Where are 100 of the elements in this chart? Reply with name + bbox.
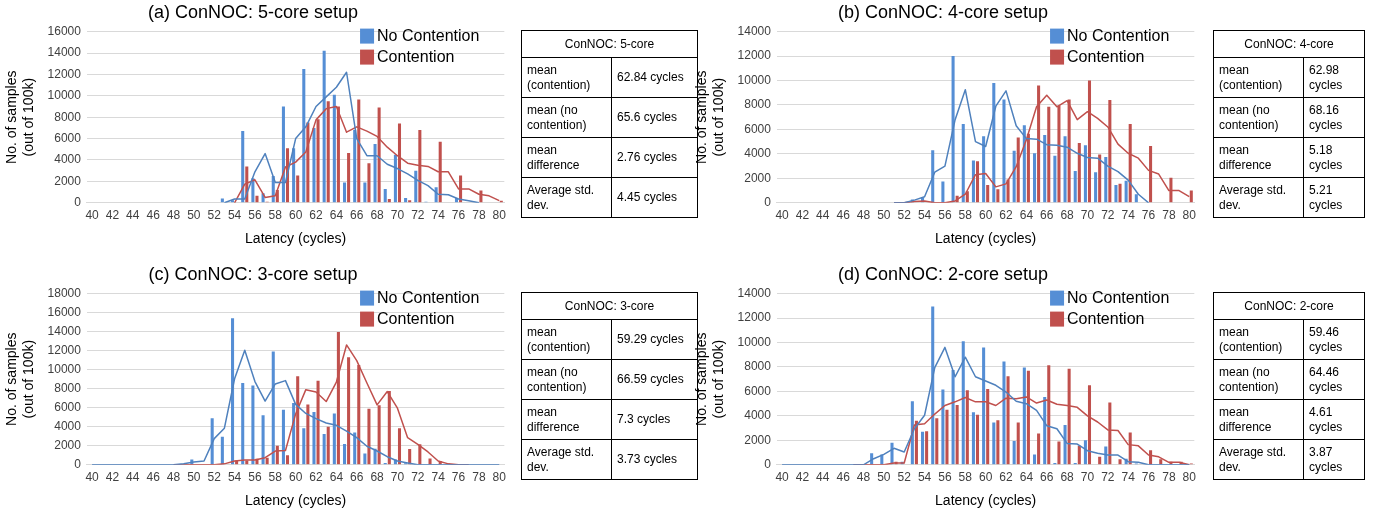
x-tick-label: 74: [1121, 470, 1136, 485]
y-tick-label: 0: [74, 195, 82, 210]
legend-label: Contention: [377, 48, 455, 66]
x-tick-label: 44: [816, 470, 830, 485]
x-tick-label: 52: [897, 208, 912, 223]
x-tick-label: 44: [126, 470, 140, 485]
chart-title: (a) ConNOC: 5-core setup: [147, 1, 359, 22]
y-tick-label: 12000: [47, 66, 82, 81]
x-tick-label: 72: [1101, 208, 1115, 223]
y-tick-label: 10000: [737, 334, 772, 349]
x-tick-label: 48: [856, 208, 871, 223]
text: Average std. dev.: [1213, 177, 1304, 218]
text: 3.87 cycles: [1303, 439, 1365, 480]
x-tick-label: 62: [999, 208, 1014, 223]
x-tick-label: 48: [856, 470, 871, 485]
y-tick-label: 14000: [47, 323, 82, 338]
x-tick-label: 50: [187, 208, 201, 223]
text: mean difference: [1213, 399, 1304, 440]
x-tick-label: 64: [1019, 470, 1034, 485]
x-tick-label: 78: [1162, 470, 1176, 485]
x-tick-label: 46: [146, 208, 161, 223]
x-tick-label: 56: [248, 470, 262, 485]
x-tick-label: 48: [166, 470, 181, 485]
x-tick-label: 76: [1141, 208, 1156, 223]
y-tick-label: 0: [764, 195, 772, 210]
x-tick-label: 56: [248, 208, 262, 223]
x-tick-label: 70: [390, 470, 405, 485]
y-tick-label: 0: [764, 457, 772, 472]
text: mean (contention): [521, 319, 612, 360]
x-tick-label: 68: [1060, 470, 1075, 485]
y-tick-label: 12000: [47, 342, 82, 357]
x-tick-label: 66: [1040, 208, 1054, 223]
x-tick-label: 68: [1060, 208, 1075, 223]
x-tick-label: 80: [1182, 208, 1197, 223]
y-tick-label: 2000: [54, 438, 82, 453]
x-tick-label: 48: [166, 208, 181, 223]
x-tick-label: 80: [1182, 470, 1197, 485]
x-axis-title: Latency (cycles): [935, 230, 1037, 247]
x-tick-label: 42: [795, 208, 810, 223]
x-tick-label: 60: [288, 470, 303, 485]
legend-label: Contention: [1067, 310, 1145, 328]
x-axis-title: Latency (cycles): [245, 230, 347, 247]
x-tick-label: 72: [411, 208, 425, 223]
y-tick-label: 16000: [47, 23, 82, 38]
x-tick-label: 46: [836, 470, 851, 485]
y-tick-label: 16000: [47, 304, 82, 319]
text: mean (no contention): [521, 359, 612, 400]
y-tick-label: 4000: [744, 408, 772, 423]
text: 5.18 cycles: [1303, 137, 1365, 178]
text: 65.6 cycles: [617, 110, 678, 124]
x-tick-label: 60: [978, 470, 993, 485]
text: 62.84 cycles: [617, 70, 684, 84]
text: mean difference: [521, 399, 612, 440]
y-tick-label: 6000: [54, 130, 82, 145]
x-tick-label: 64: [329, 208, 344, 223]
text: ConNOC: 5-core: [521, 30, 698, 58]
y-tick-label: 0: [74, 457, 82, 472]
y-tick-label: 14000: [737, 285, 772, 300]
text: mean (no contention): [1213, 97, 1304, 138]
y-tick-label: 12000: [737, 310, 772, 325]
legend-label: No Contention: [1067, 289, 1170, 307]
x-tick-label: 40: [85, 208, 100, 223]
y-tick-label: 8000: [744, 359, 772, 374]
x-tick-label: 74: [431, 208, 446, 223]
legend-label: Contention: [377, 310, 455, 328]
text: 2.76 cycles: [617, 150, 678, 164]
text: 4.61 cycles: [1303, 399, 1365, 440]
x-tick-label: 66: [350, 208, 364, 223]
x-tick-label: 60: [978, 208, 993, 223]
y-tick-label: 4000: [54, 152, 82, 167]
legend-label: No Contention: [377, 27, 480, 45]
chart-title: (d) ConNOC: 2-core setup: [837, 263, 1049, 284]
x-tick-label: 40: [85, 470, 100, 485]
text: mean difference: [521, 137, 612, 178]
text: Average std. dev.: [521, 177, 612, 218]
y-tick-label: 8000: [54, 381, 82, 396]
text: 62.98 cycles: [1303, 57, 1365, 98]
x-tick-label: 70: [390, 208, 405, 223]
x-tick-label: 70: [1080, 208, 1095, 223]
y-tick-label: 12000: [737, 48, 772, 63]
x-tick-label: 62: [309, 470, 324, 485]
x-tick-label: 54: [227, 470, 242, 485]
legend-label: No Contention: [377, 289, 480, 307]
x-tick-label: 76: [451, 470, 466, 485]
y-tick-label: 2000: [54, 173, 82, 188]
x-tick-label: 52: [207, 208, 222, 223]
x-tick-label: 80: [492, 470, 507, 485]
text: ConNOC: 4-core: [1213, 30, 1365, 58]
text: 59.29 cycles: [617, 332, 684, 346]
x-tick-label: 44: [816, 208, 830, 223]
text: mean (contention): [1213, 319, 1304, 360]
text: mean (no contention): [1213, 359, 1304, 400]
chart-title: (b) ConNOC: 4-core setup: [837, 1, 1049, 22]
legend-label: No Contention: [1067, 27, 1170, 45]
y-tick-label: 10000: [737, 72, 772, 87]
y-tick-label: 14000: [737, 23, 772, 38]
x-tick-label: 74: [431, 470, 446, 485]
x-tick-label: 50: [877, 470, 891, 485]
x-tick-label: 58: [268, 470, 283, 485]
y-tick-label: 6000: [744, 383, 772, 398]
